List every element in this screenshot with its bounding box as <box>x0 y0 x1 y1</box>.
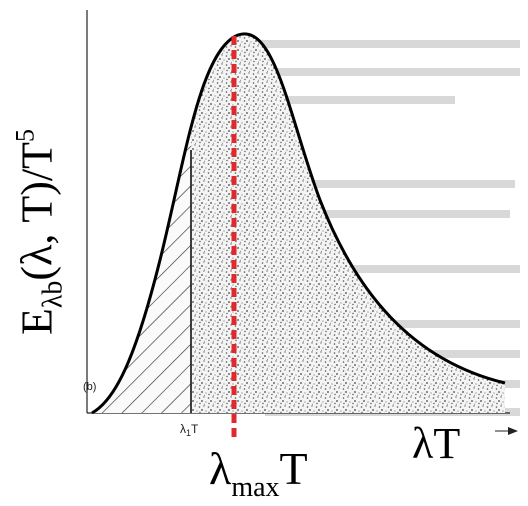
peak-label-base: λ <box>209 443 232 494</box>
y-axis-label: Eλb(λ, T)/T5 <box>0 0 80 506</box>
lambda1-tick-label: λ1T <box>180 422 198 438</box>
peak-label-sub: max <box>231 472 280 503</box>
peak-label-tail: T <box>279 443 308 494</box>
x-axis-arrow-icon <box>508 427 518 435</box>
area-hatched <box>92 127 191 413</box>
tick-label-base: λ <box>180 422 186 436</box>
y-axis-label-base: E <box>12 308 62 336</box>
spectral-curve <box>91 32 506 415</box>
area-stippled <box>191 33 505 413</box>
peak-label: λmaxT <box>209 442 308 504</box>
tick-label-tail: T <box>191 422 199 436</box>
x-axis-label: λT <box>412 419 461 468</box>
y-axis-label-sub: λb <box>37 280 69 309</box>
y-axis-label-args: (λ, T)/T <box>12 141 62 281</box>
panel-tag: (b) <box>83 381 97 393</box>
y-axis-label-sup: 5 <box>10 128 40 142</box>
tick-label-sub: 1 <box>186 428 192 438</box>
